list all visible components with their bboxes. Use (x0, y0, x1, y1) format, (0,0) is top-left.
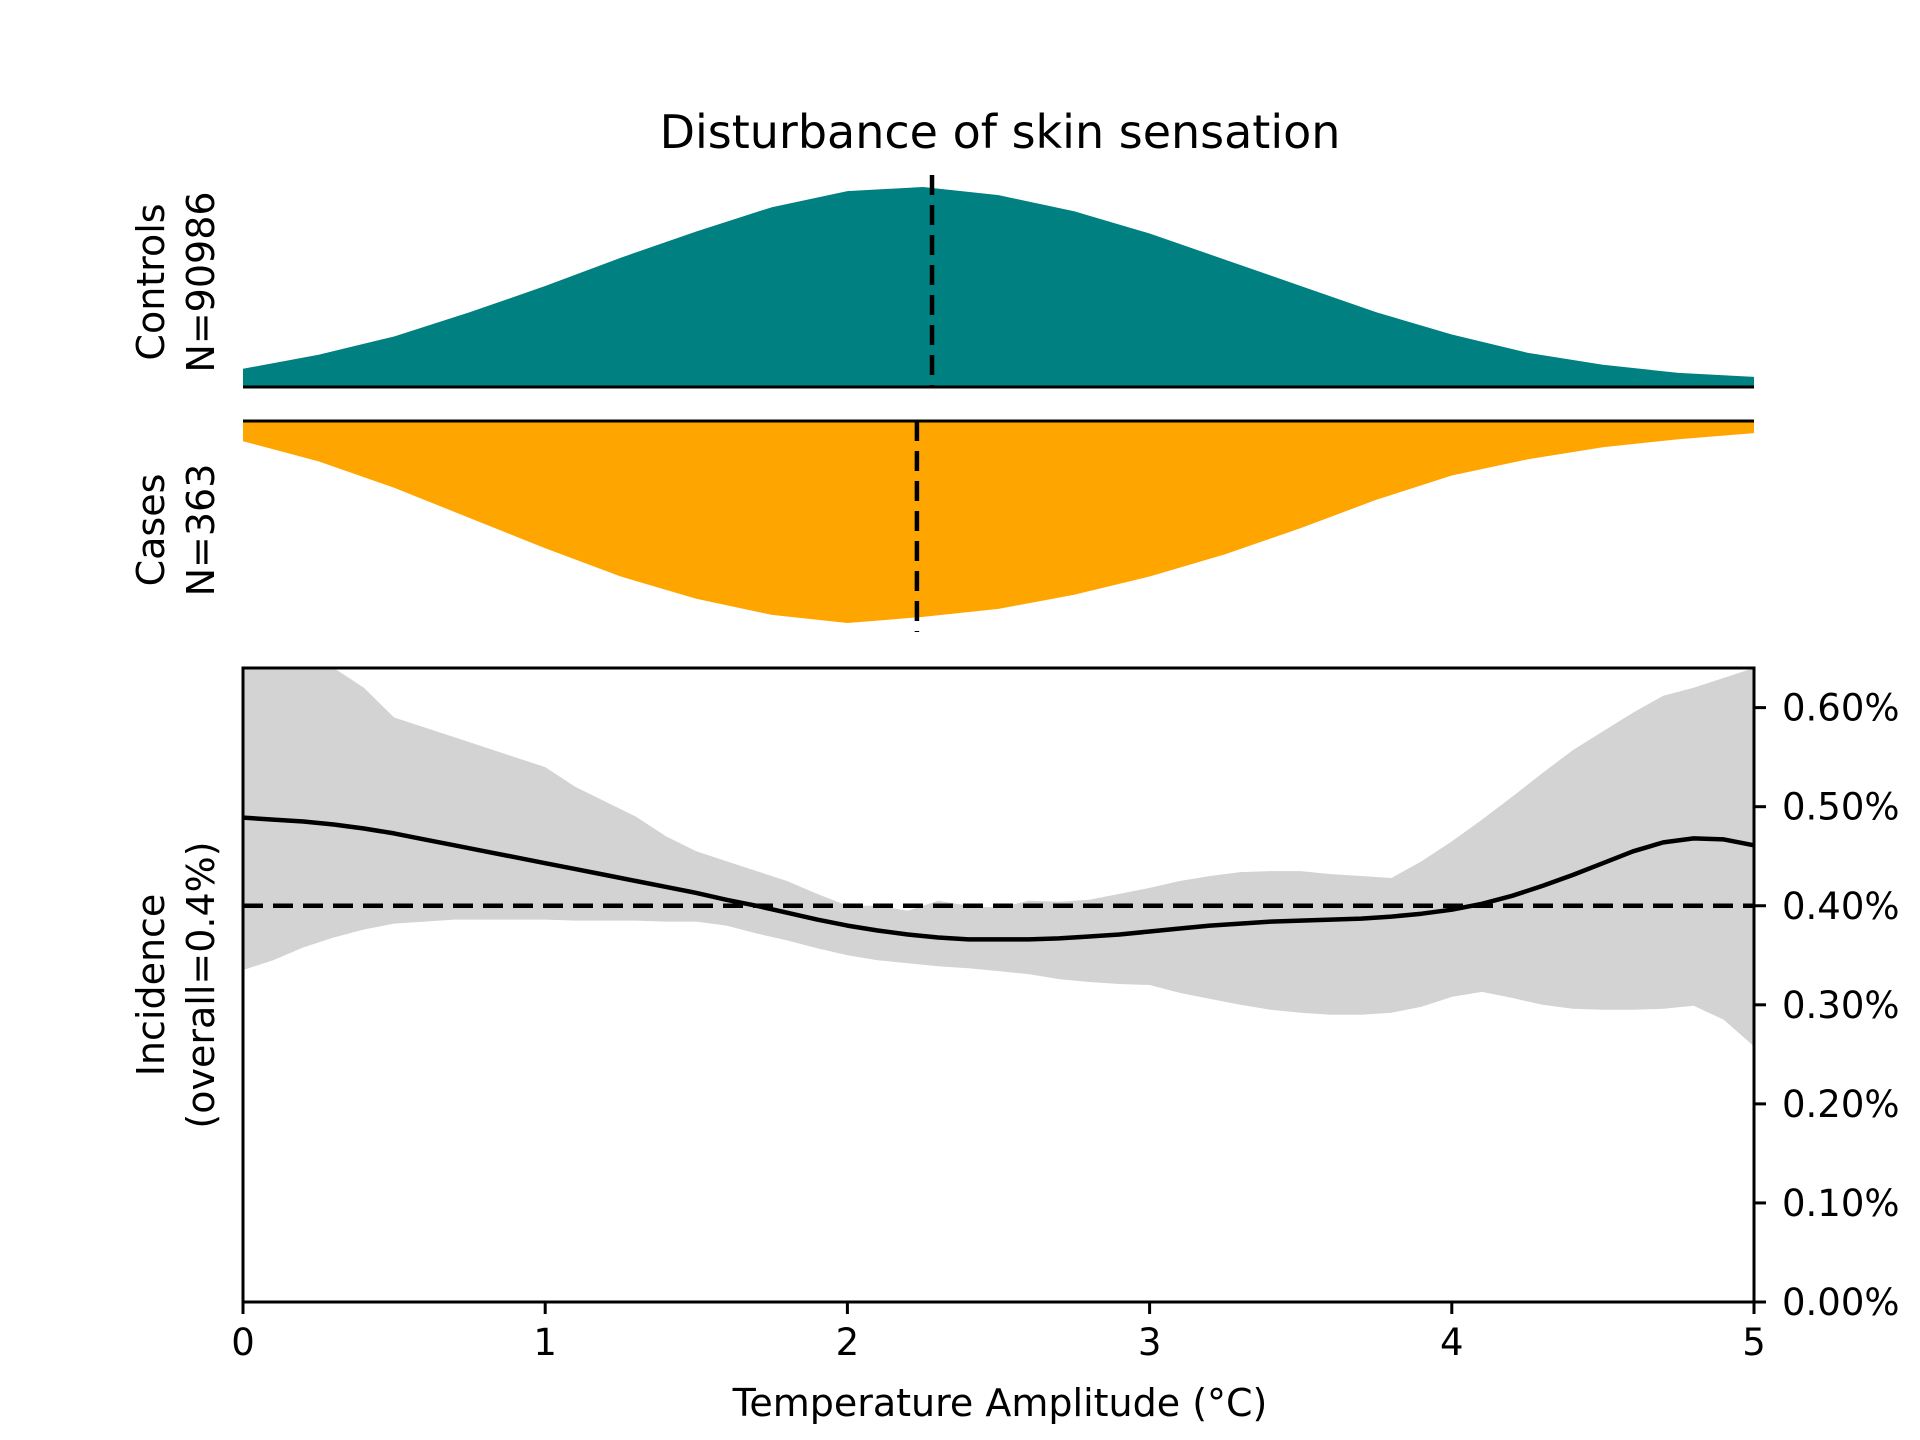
cases-count-label: N=363 (179, 464, 223, 597)
y-tick-label: 0.50% (1782, 786, 1900, 829)
cases-density-area (243, 421, 1754, 623)
plot-frame (241, 666, 1756, 1304)
x-axis-ticks: 0 1 2 3 4 5 (231, 1302, 1766, 1364)
x-tick-label: 5 (1742, 1321, 1766, 1364)
controls-panel: Controls N=90986 (129, 175, 1754, 389)
x-tick-label: 3 (1138, 1321, 1162, 1364)
controls-density-area (243, 187, 1754, 387)
controls-count-label: N=90986 (179, 191, 223, 372)
y-tick-label: 0.20% (1782, 1083, 1900, 1126)
incidence-panel: 0 1 2 3 4 5 0.00% 0.10% 0.20% 0.30% 0.40% 0.50% 0.6… (129, 666, 1900, 1425)
y-tick-label: 0.60% (1782, 687, 1900, 730)
cases-label: Cases (129, 474, 173, 587)
incidence-line (242, 815, 1755, 942)
x-axis-label: Temperature Amplitude (°C) (732, 1381, 1268, 1425)
y-axis-ticks: 0.00% 0.10% 0.20% 0.30% 0.40% 0.50% 0.60% (1754, 687, 1900, 1324)
y-tick-label: 0.10% (1782, 1182, 1900, 1225)
confidence-band (243, 668, 1754, 1047)
y-tick-label: 0.00% (1782, 1281, 1900, 1324)
chart-title: Disturbance of skin sensation (660, 105, 1341, 159)
y-axis-sublabel: (overall=0.4%) (179, 841, 223, 1128)
x-tick-label: 4 (1440, 1321, 1464, 1364)
y-tick-label: 0.40% (1782, 885, 1900, 928)
x-tick-label: 1 (533, 1321, 557, 1364)
y-axis-label: Incidence (129, 894, 173, 1077)
controls-label: Controls (129, 203, 173, 360)
x-tick-label: 0 (231, 1321, 255, 1364)
x-tick-label: 2 (836, 1321, 860, 1364)
cases-panel: Cases N=363 (129, 419, 1754, 632)
y-tick-label: 0.30% (1782, 984, 1900, 1027)
